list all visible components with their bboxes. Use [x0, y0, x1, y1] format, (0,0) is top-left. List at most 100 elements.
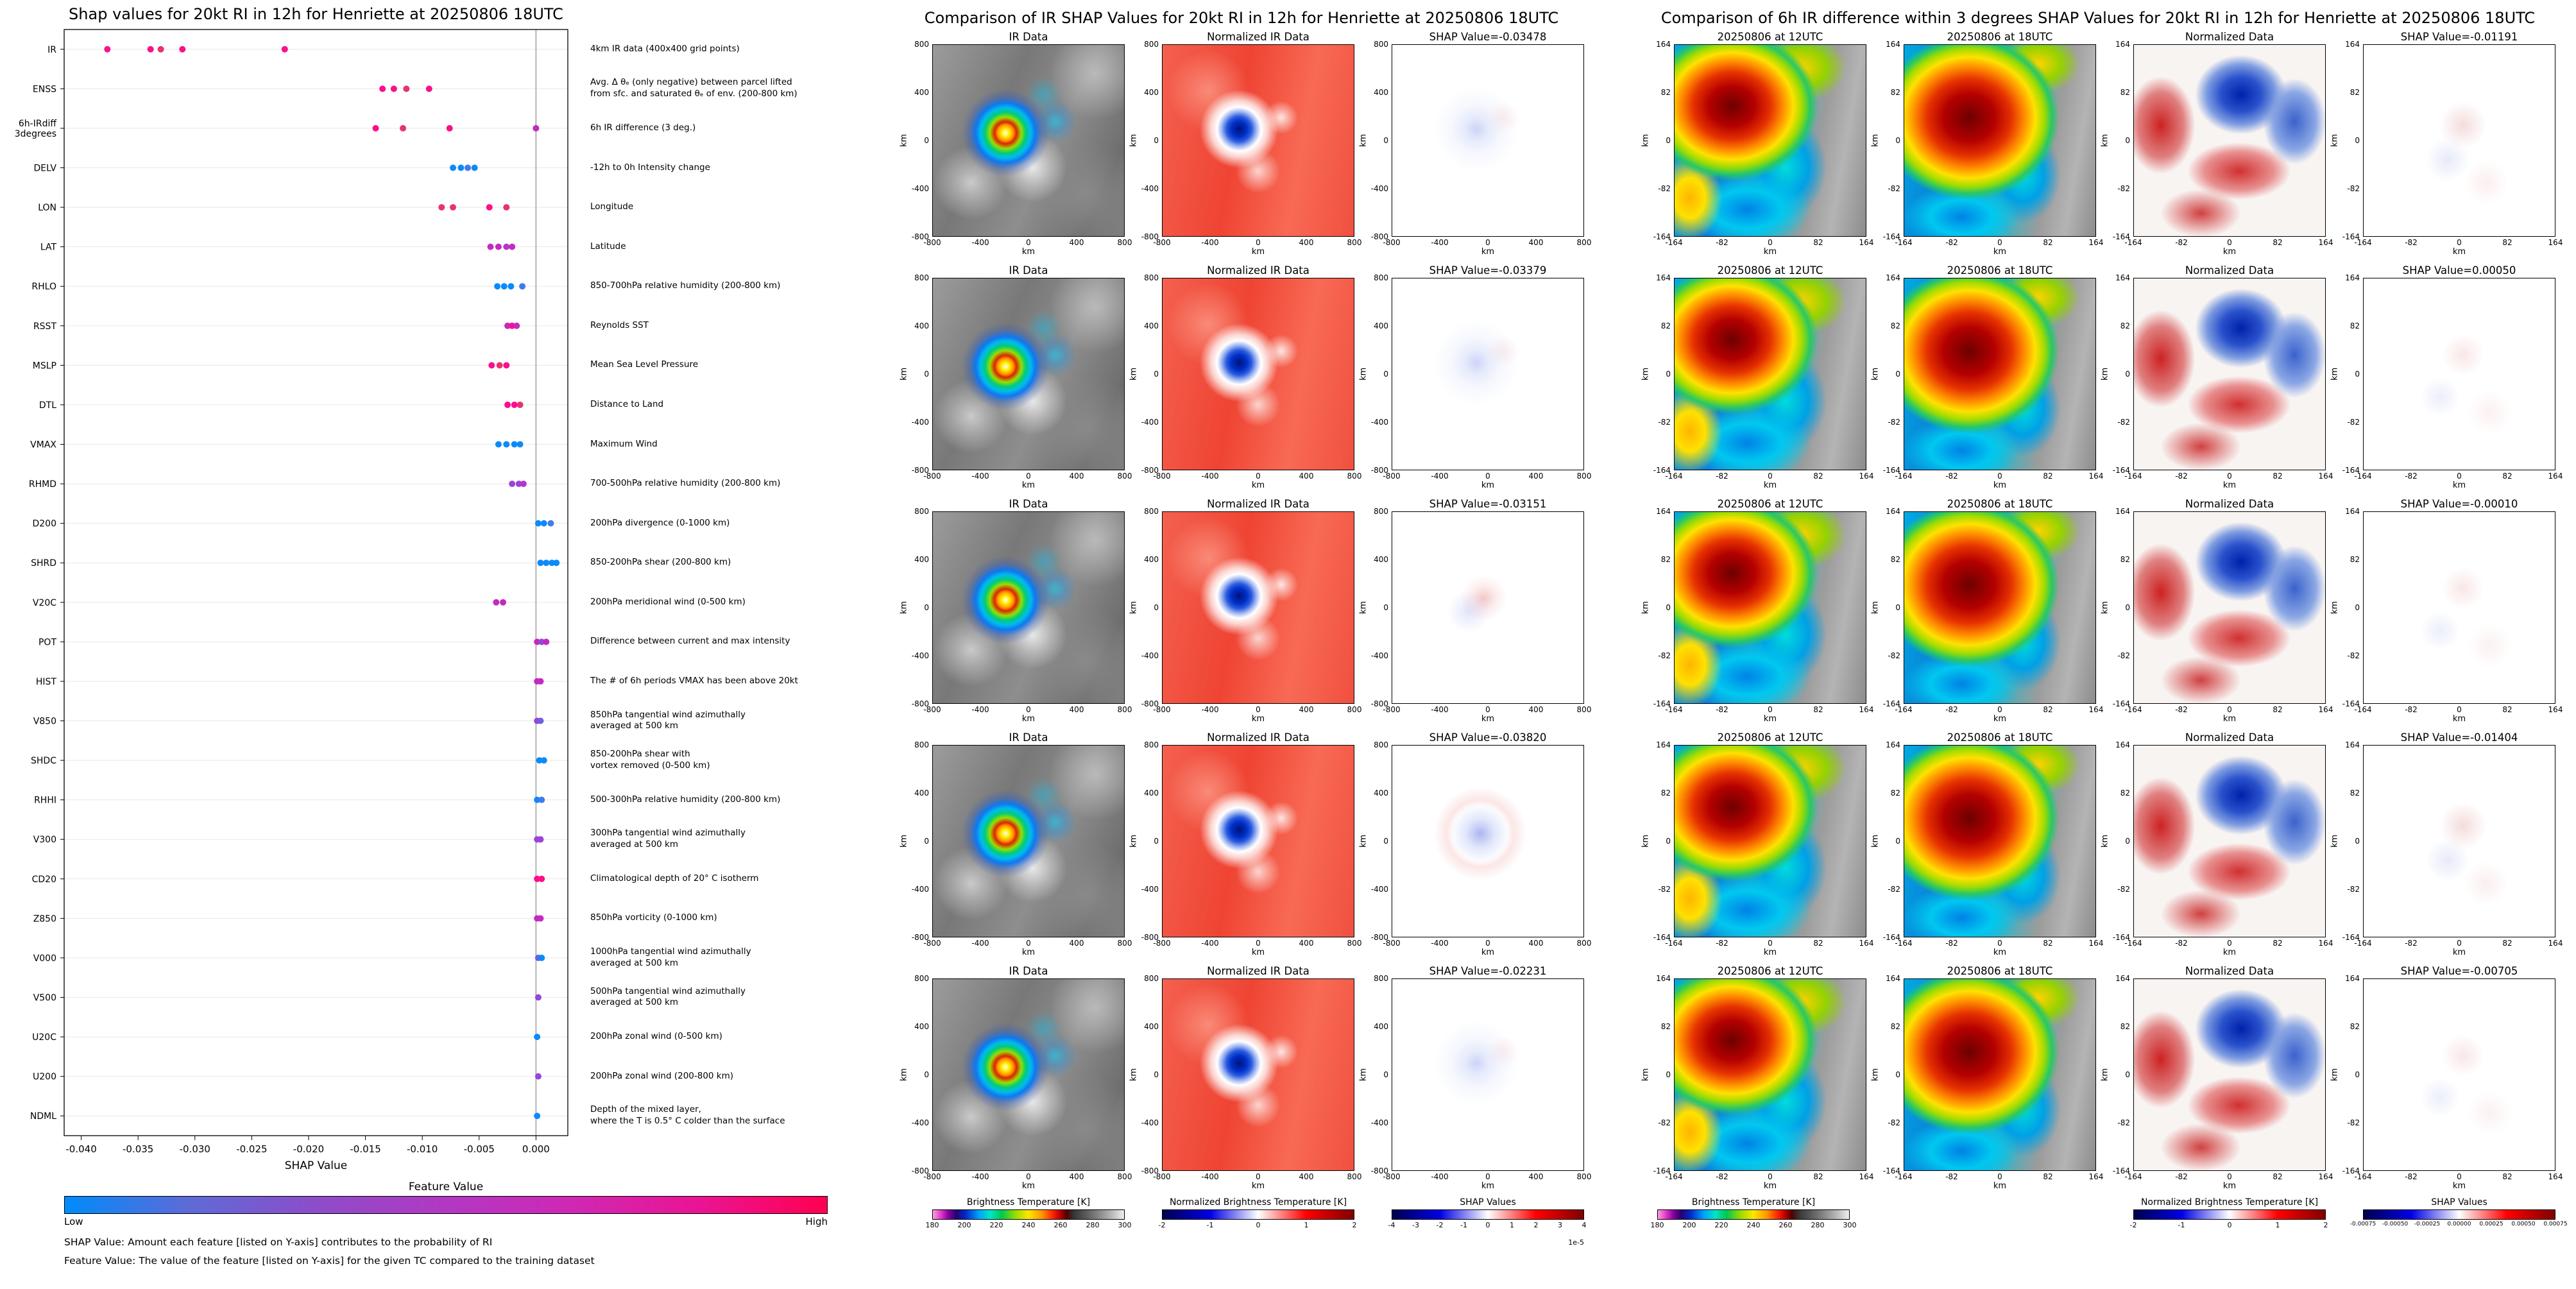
axis-tick: -400: [1431, 1172, 1449, 1181]
y-axis-ticks: 800 400 0 -400 -800: [1139, 740, 1162, 942]
x-axis-label: km: [2222, 1181, 2237, 1191]
axis-tick: -82: [1658, 1118, 1671, 1127]
axis-tick: -400: [1201, 939, 1219, 948]
x-axis-ticks: -800 -400 0 400 800: [1383, 704, 1591, 714]
axis-tick: -400: [1370, 885, 1388, 894]
subplot-middle_panel-row3-col1: IR Data km 800 400 0 -400 -800 -800 -400 0 400 800 k…: [899, 498, 1132, 724]
y-axis-ticks: 800 400 0 -400 -800: [909, 740, 932, 942]
axis-tick: -82: [1888, 184, 1900, 193]
axis-tick: -2: [1436, 1221, 1444, 1229]
subplot-middle_panel-row1-col3: SHAP Value=-0.03478 km 800 400 0 -400 -800 -800…: [1358, 31, 1592, 257]
colorbar-cell: SHAP Values -4 -3 -2 -1 0 1 2 3 4 1e-5: [1358, 1197, 1587, 1247]
axis-tick: -82: [2405, 1172, 2418, 1181]
axis-tick: -1: [1206, 1221, 1214, 1229]
axis-tick: -0.00075: [2350, 1221, 2376, 1227]
svg-text:V20C: V20C: [33, 598, 56, 608]
x-axis-ticks: -164 -82 0 82 164: [1895, 237, 2103, 247]
x-axis-ticks: -800 -400 0 400 800: [1153, 470, 1361, 481]
axis-tick: 0: [1026, 472, 1031, 481]
x-axis-ticks: -164 -82 0 82 164: [2124, 470, 2333, 481]
axis-tick: 82: [1813, 939, 1823, 948]
axis-tick: 300: [1843, 1221, 1857, 1229]
axis-tick: -164: [2124, 939, 2142, 948]
axis-tick: 800: [914, 507, 929, 516]
x-axis-label: km: [1763, 247, 1777, 257]
x-axis-label: km: [2452, 1181, 2466, 1191]
axis-tick: -400: [911, 184, 929, 193]
axis-tick: -400: [1141, 1118, 1159, 1127]
axis-tick: -82: [2117, 885, 2130, 894]
y-axis-label: km: [1870, 1068, 1881, 1082]
subplot-middle_panel-row3-col2: Normalized IR Data km 800 400 0 -400 -800 -800-…: [1129, 498, 1362, 724]
axis-tick: -800: [923, 238, 941, 247]
axis-tick: 164: [2115, 507, 2130, 516]
axis-tick: 400: [1144, 1022, 1159, 1031]
axis-tick: -164: [2354, 238, 2372, 247]
axis-tick: 4: [1582, 1221, 1587, 1229]
axis-tick: -800: [1383, 238, 1401, 247]
axis-tick: 82: [1813, 472, 1823, 481]
axis-tick: 1: [2275, 1221, 2280, 1229]
x-axis-ticks: -164 -82 0 82 164: [2124, 704, 2333, 714]
axis-tick: 82: [1660, 321, 1671, 330]
subplot-middle_panel-row1-col1: IR Data km 800 400 0 -400 -800 -800 -400 0 400 800 k…: [899, 31, 1132, 257]
axis-tick: -82: [2117, 1118, 2130, 1127]
axis-tick: -164: [2112, 466, 2130, 475]
y-axis-ticks: 164 82 0 -82 -164: [1651, 974, 1674, 1175]
subplot-title: SHAP Value=-0.03478: [1429, 31, 1547, 43]
axis-tick: 800: [1144, 974, 1159, 983]
feature-description: Maximum Wind: [590, 438, 658, 449]
feature-description: Distance to Land: [590, 399, 664, 410]
x-axis-label: km: [1993, 714, 2007, 724]
axis-tick: 0: [2227, 939, 2232, 948]
axis-tick: 1: [1510, 1221, 1514, 1229]
axis-tick: -82: [2347, 1118, 2360, 1127]
axis-tick: 82: [2120, 88, 2130, 97]
y-axis-ticks: 164 82 0 -82 -164: [1651, 740, 1674, 942]
y-axis-label: km: [1641, 1068, 1651, 1082]
feature-description: 500hPa tangential wind azimuthally avera…: [590, 986, 746, 1008]
subplot-middle_panel-row1-col2: Normalized IR Data km 800 400 0 -400 -800 -800-…: [1129, 31, 1362, 257]
y-axis-ticks: 800 400 0 -400 -800: [1139, 40, 1162, 241]
svg-text:DELV: DELV: [34, 164, 57, 174]
axis-tick: -164: [2112, 232, 2130, 241]
subplot-title: 20250806 at 18UTC: [1947, 498, 2053, 510]
x-axis-ticks: -164 -82 0 82 164: [1665, 1171, 1873, 1181]
colorbar-cell: SHAP Values -0.00075 -0.00050 -0.00025 0.000…: [2330, 1197, 2568, 1229]
axis-tick: 0: [1256, 472, 1261, 481]
axis-tick: -800: [911, 1166, 929, 1175]
svg-text:V300: V300: [33, 835, 56, 845]
y-axis-ticks: 164 82 0 -82 -164: [2110, 273, 2133, 475]
axis-tick: -400: [1370, 1118, 1388, 1127]
axis-tick: -800: [1153, 939, 1171, 948]
feature-description: 200hPa divergence (0-1000 km): [590, 517, 730, 528]
axis-tick: -82: [1945, 939, 1958, 948]
axis-tick: 0: [1256, 705, 1261, 714]
axis-tick: -82: [1716, 472, 1728, 481]
axis-tick: -800: [923, 705, 941, 714]
y-axis-ticks: 164 82 0 -82 -164: [1881, 40, 1904, 241]
axis-tick: -800: [923, 472, 941, 481]
axis-tick: -164: [1895, 238, 1913, 247]
axis-tick: -82: [1945, 238, 1958, 247]
y-axis-ticks: 164 82 0 -82 -164: [2110, 740, 2133, 942]
y-axis-ticks: 800 400 0 -400 -800: [909, 974, 932, 1175]
axis-tick: -800: [1383, 1172, 1401, 1181]
axis-tick: 1: [1304, 1221, 1309, 1229]
axis-tick: 164: [2318, 705, 2333, 714]
x-axis-ticks: -164 -82 0 82 164: [2354, 470, 2563, 481]
axis-tick: 164: [2548, 705, 2563, 714]
axis-tick: 164: [2088, 939, 2104, 948]
axis-tick: -400: [911, 418, 929, 427]
subplot-title: SHAP Value=-0.03379: [1429, 264, 1547, 277]
axis-tick: 0: [2125, 136, 2130, 145]
axis-tick: -400: [971, 705, 989, 714]
subplot-middle_panel-row2-col2: Normalized IR Data km 800 400 0 -400 -800 -800-…: [1129, 264, 1362, 490]
axis-tick: 260: [1053, 1221, 1068, 1229]
subplot-right_panel-row4-col1: 20250806 at 12UTC km 164 82 0 -82 -164 -164 -82 0…: [1641, 731, 1874, 957]
feature-description: 200hPa meridional wind (0-500 km): [590, 596, 746, 607]
colorbar-gradient: [64, 1196, 828, 1214]
axis-tick: 220: [1714, 1221, 1728, 1229]
axis-tick: 82: [1813, 238, 1823, 247]
feature-value-colorbar: Feature Value Low High: [64, 1181, 828, 1227]
